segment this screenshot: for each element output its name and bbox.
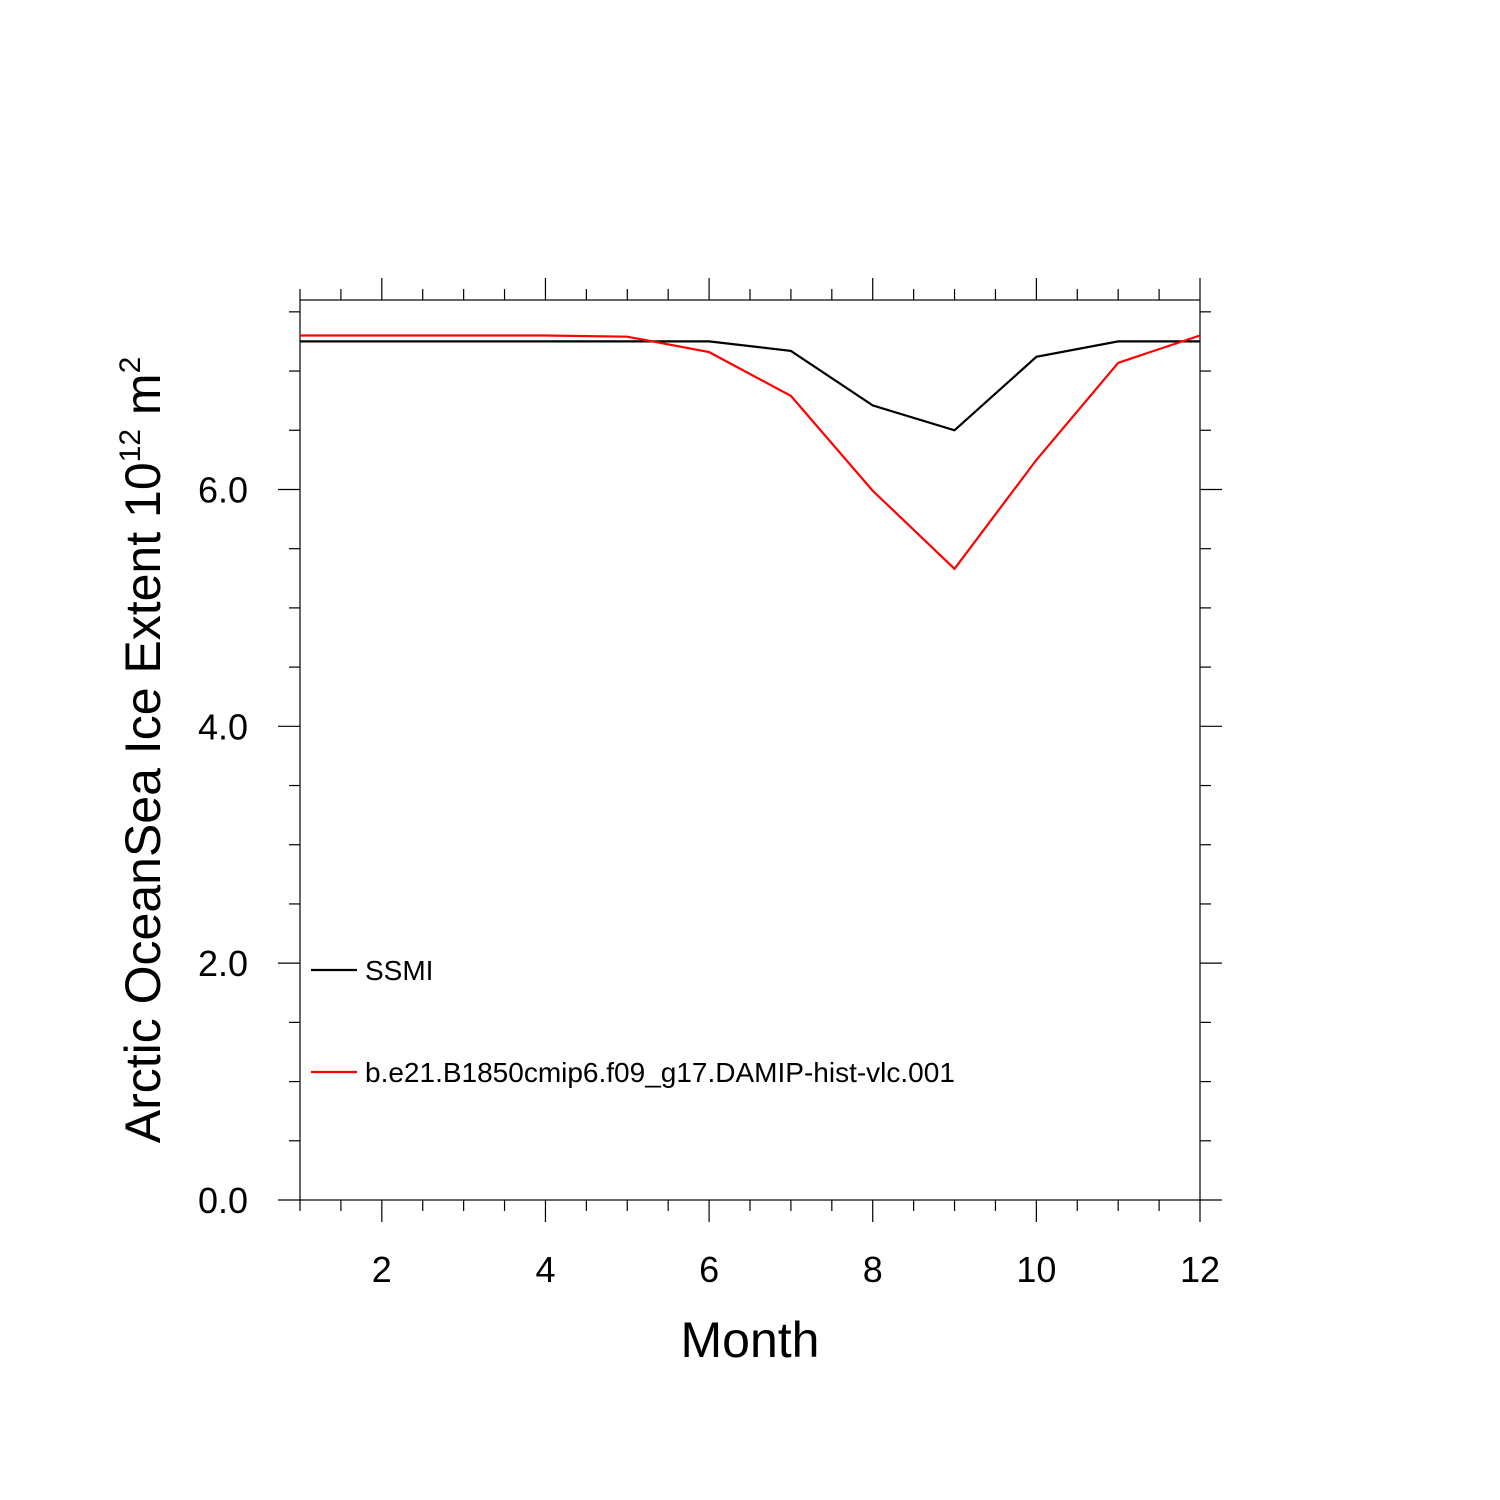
y-axis-title-exponent: 12 xyxy=(114,429,147,462)
legend: SSMI b.e21.B1850cmip6.f09_g17.DAMIP-hist-… xyxy=(311,955,955,1088)
tick-labels: 2 4 6 8 10 12 0.0 2.0 4.0 6.0 xyxy=(198,469,1220,1290)
x-tick-label: 10 xyxy=(1016,1249,1056,1290)
legend-label: SSMI xyxy=(365,955,433,986)
y-tick-label: 0.0 xyxy=(198,1180,248,1221)
y-tick-label: 4.0 xyxy=(198,706,248,747)
y-axis-title-unit-exponent: 2 xyxy=(114,357,147,374)
series-line-2 xyxy=(300,334,1201,571)
plot-frame xyxy=(299,299,1201,1201)
y-axis-title: Arctic OceanSea Ice Extent 1012 m2 xyxy=(114,357,171,1144)
x-tick-label: 4 xyxy=(535,1249,555,1290)
x-axis-title: Month xyxy=(681,1312,820,1368)
legend-label: b.e21.B1850cmip6.f09_g17.DAMIP-hist-vlc.… xyxy=(365,1057,955,1088)
y-tick-label: 2.0 xyxy=(198,943,248,984)
x-tick-label: 12 xyxy=(1180,1249,1220,1290)
y-axis-title-unit: m xyxy=(115,373,171,429)
x-tick-label: 2 xyxy=(372,1249,392,1290)
y-axis-title-main: Arctic OceanSea Ice Extent 10 xyxy=(115,462,171,1143)
axis-ticks xyxy=(278,278,1222,1222)
y-tick-label: 6.0 xyxy=(198,469,248,510)
x-tick-label: 8 xyxy=(863,1249,883,1290)
series-line-1 xyxy=(300,340,1200,432)
x-tick-label: 6 xyxy=(699,1249,719,1290)
series-lines xyxy=(300,334,1201,571)
